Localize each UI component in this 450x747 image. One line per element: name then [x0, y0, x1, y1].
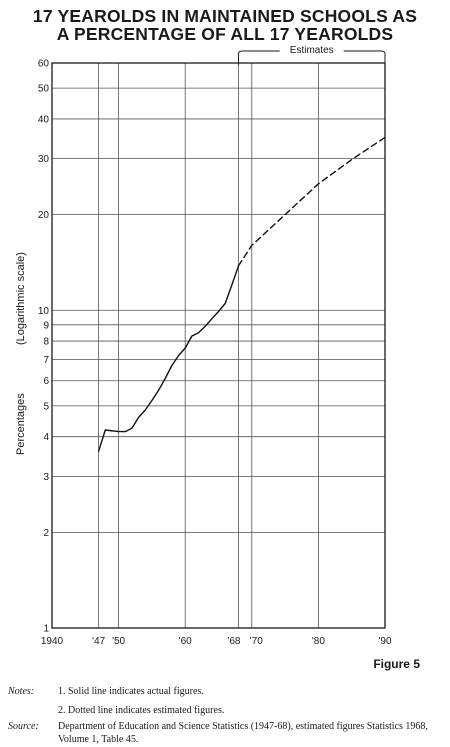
- x-tick-label: '60: [179, 636, 192, 647]
- chart-title-line-1: 17 YEAROLDS IN MAINTAINED SCHOOLS AS: [32, 6, 418, 26]
- figure-label: Figure 5: [373, 657, 420, 671]
- x-tick-label: 1940: [41, 636, 64, 647]
- estimates-label-bg: [279, 42, 344, 55]
- x-tick-label: '90: [378, 636, 391, 647]
- actual-series-line: [97, 265, 240, 452]
- notes-label: Notes:: [8, 686, 35, 697]
- y-tick-label: 6: [43, 376, 49, 387]
- y-tick-label: 40: [38, 114, 50, 125]
- y-tick-label: 10: [38, 306, 50, 317]
- y-tick-label: 60: [38, 59, 50, 70]
- y-tick-label: 30: [38, 154, 50, 165]
- y-tick-label: 2: [43, 528, 49, 539]
- x-tick-label: '47: [92, 636, 105, 647]
- estimated-series-line: [237, 136, 386, 267]
- estimates-label: Estimates: [290, 45, 334, 56]
- y-tick-label: 7: [43, 355, 49, 366]
- y-tick-label: 50: [38, 84, 50, 95]
- y-tick-label: 20: [38, 210, 50, 221]
- y-axis-label-main: Percentages: [15, 393, 27, 455]
- x-tick-label: '68: [227, 636, 240, 647]
- x-tick-label: '50: [112, 636, 125, 647]
- note-2-text: 2. Dotted line indicates estimated figur…: [58, 705, 225, 716]
- y-tick-label: 4: [43, 432, 49, 443]
- x-tick-label: '80: [312, 636, 325, 647]
- y-tick-label: 1: [43, 624, 49, 635]
- chart-title-line-2: A PERCENTAGE OF ALL 17 YEAROLDS: [56, 24, 394, 44]
- y-tick-label: 8: [43, 337, 49, 348]
- note-1-text: 1. Solid line indicates actual figures.: [58, 686, 204, 697]
- y-axis-label-sub: (Logarithmic scale): [15, 252, 27, 345]
- y-tick-label: 9: [43, 320, 49, 331]
- plot-frame: [51, 62, 386, 629]
- source-label: Source:: [8, 721, 39, 732]
- y-tick-label: 5: [43, 401, 49, 412]
- y-tick-label: 3: [43, 472, 49, 483]
- x-tick-label: '70: [250, 636, 263, 647]
- y-axis-label: Percentages (Logarithmic scale): [4, 252, 34, 460]
- chart-area: 1 2 3 4 5 6 7 8 9 10 20 30 40 50 60 1940 '47 '50 '60 '68 '7…: [37, 42, 392, 647]
- source-text: Department of Education and Science Stat…: [58, 721, 428, 745]
